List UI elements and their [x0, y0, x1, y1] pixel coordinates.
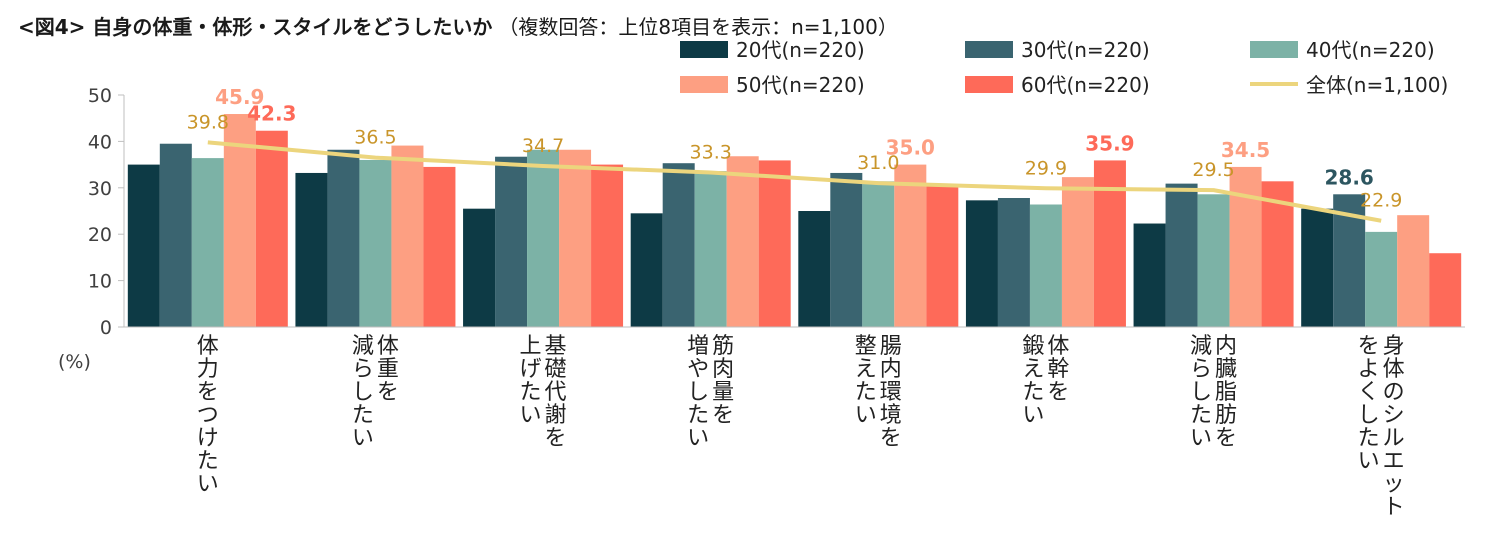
legend-label: 全体(n=1,100)	[1306, 73, 1448, 97]
bar	[463, 208, 496, 327]
bar	[1397, 215, 1430, 327]
legend-label: 40代(n=220)	[1306, 38, 1435, 62]
bar	[926, 185, 959, 327]
category-label: 筋肉量を	[712, 334, 734, 428]
total-value-label: 34.7	[522, 135, 564, 157]
bar	[726, 156, 759, 327]
bar	[391, 145, 424, 327]
total-value-label: 36.5	[354, 127, 396, 149]
legend-label: 20代(n=220)	[736, 38, 865, 62]
bar	[1429, 253, 1462, 327]
category-label: 体力をつけたい	[197, 334, 219, 497]
category-label: 鍛えたい	[1022, 334, 1044, 428]
y-tick-label: 10	[88, 271, 112, 293]
chart-title-main: <図4> 自身の体重・体形・スタイルをどうしたいか	[18, 15, 492, 39]
y-tick-label: 30	[88, 178, 112, 200]
bar	[495, 156, 528, 327]
category-label: 増やしたい	[687, 334, 709, 451]
total-value-label: 22.9	[1360, 190, 1402, 212]
legend-label: 60代(n=220)	[1021, 73, 1150, 97]
total-value-label: 31.0	[857, 152, 899, 174]
legend-swatch	[680, 76, 728, 93]
total-value-label: 29.9	[1025, 157, 1067, 179]
bar	[1093, 160, 1126, 327]
category-label: をよくしたい	[1358, 334, 1380, 474]
legend-swatch	[680, 41, 728, 58]
y-tick-label: 40	[88, 131, 112, 153]
bar	[1197, 194, 1230, 327]
legend-swatch	[965, 41, 1013, 58]
total-value-label: 29.5	[1192, 159, 1234, 181]
bar	[630, 213, 663, 327]
bar	[295, 172, 328, 327]
highlight-value-label: 28.6	[1325, 165, 1374, 189]
bar	[559, 149, 592, 327]
legend: 20代(n=220) 30代(n=220) 40代(n=220) 50代(n=220)…	[680, 38, 1448, 97]
bar	[758, 160, 791, 327]
bar	[1229, 166, 1262, 327]
bars	[127, 114, 1462, 327]
category-label: 腸内環境を	[880, 334, 902, 451]
bar	[1365, 231, 1398, 327]
bar	[327, 149, 360, 327]
bar	[997, 198, 1030, 327]
bar	[965, 200, 998, 327]
highlight-value-label: 42.3	[247, 102, 296, 126]
bar	[798, 211, 831, 327]
category-label: 減らしたい	[1190, 334, 1212, 451]
chart-title: <図4> 自身の体重・体形・スタイルをどうしたいか （複数回答：上位8項目を表示：…	[18, 15, 898, 39]
bar	[1301, 208, 1334, 327]
y-axis-label: (%)	[58, 351, 91, 373]
bar	[591, 164, 624, 327]
legend-swatch	[965, 76, 1013, 93]
bar	[1133, 223, 1166, 327]
bar	[1061, 177, 1094, 327]
highlight-value-label: 45.9	[215, 85, 264, 109]
bar	[830, 172, 863, 327]
category-label: 減らしたい	[352, 334, 374, 451]
category-label: 体幹を	[1047, 334, 1069, 405]
chart-subtitle: （複数回答：上位8項目を表示：n=1,100）	[498, 15, 897, 39]
bar	[255, 130, 288, 327]
category-label: 身体のシルエット	[1383, 334, 1405, 520]
legend-label: 30代(n=220)	[1021, 38, 1150, 62]
legend-label: 50代(n=220)	[736, 73, 865, 97]
bar	[694, 171, 727, 327]
highlight-value-label: 35.9	[1085, 131, 1134, 155]
y-tick-label: 0	[100, 317, 112, 339]
bar	[127, 164, 160, 327]
category-label: 上げたい	[520, 334, 542, 428]
highlight-value-label: 35.0	[886, 136, 935, 160]
bar	[527, 149, 560, 327]
bar	[359, 159, 392, 327]
bar	[159, 143, 192, 327]
category-label: 基礎代謝を	[545, 334, 567, 451]
bar	[894, 164, 927, 327]
category-label: 整えたい	[855, 334, 877, 428]
bar	[423, 166, 456, 327]
bar	[191, 158, 224, 327]
y-axis: 0 10 20 30 40 50	[88, 85, 125, 339]
bar	[662, 163, 695, 327]
total-line-group	[207, 140, 1382, 223]
category-label: 内臓脂肪を	[1215, 334, 1237, 451]
total-line	[207, 140, 1382, 223]
data-labels: 39.8 36.5 34.7 33.3 31.0 29.9 29.5 22.9 45.942.3…	[187, 85, 1403, 212]
total-value-label: 39.8	[187, 111, 229, 133]
highlight-value-label: 34.5	[1221, 138, 1270, 162]
y-tick-label: 50	[88, 85, 112, 107]
category-label: 体重を	[377, 334, 399, 405]
category-labels: 体力をつけたい体重を減らしたい基礎代謝を上げたい筋肉量を増やしたい腸内環境を整え…	[197, 334, 1405, 520]
bar	[862, 181, 895, 327]
bar	[1165, 183, 1198, 327]
bar	[223, 114, 256, 327]
bar	[1029, 204, 1062, 327]
total-value-label: 33.3	[690, 141, 732, 163]
legend-swatch	[1250, 41, 1298, 58]
y-tick-label: 20	[88, 224, 112, 246]
